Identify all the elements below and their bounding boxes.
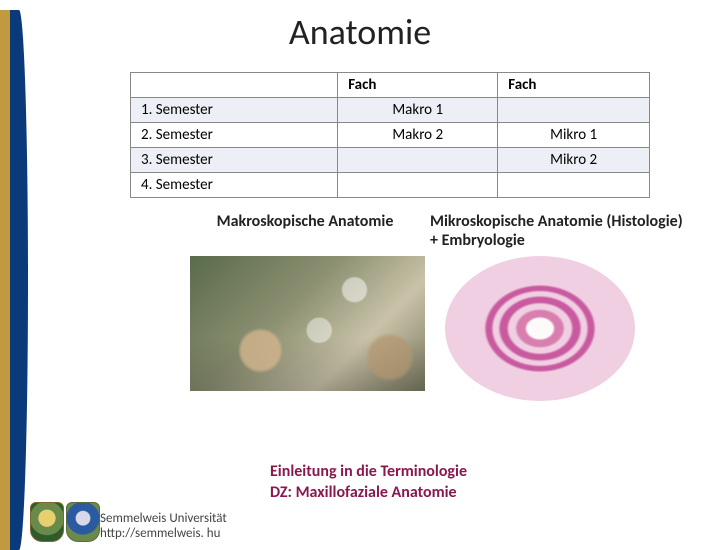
terminologie-block: Einleitung in die Terminologie DZ: Maxil… xyxy=(270,462,467,504)
image-dissection xyxy=(190,256,425,391)
cell-sem-3: 3. Semester xyxy=(131,148,338,173)
footer: Semmelweis Universität http://semmelweis… xyxy=(100,511,227,542)
caption-mikro: Mikroskopische Anatomie (Histologie) + E… xyxy=(430,212,690,250)
terminologie-line2: DZ: Maxillofaziale Anatomie xyxy=(270,483,467,504)
images-row xyxy=(190,256,720,401)
side-stripe xyxy=(0,10,28,550)
crest-icon-2 xyxy=(66,502,100,542)
stripe-blue xyxy=(10,10,28,550)
cell-r2c3: Mikro 1 xyxy=(498,123,650,148)
th-empty xyxy=(131,73,338,98)
cell-sem-1: 1. Semester xyxy=(131,98,338,123)
cell-r4c2 xyxy=(338,173,498,198)
cell-sem-4: 4. Semester xyxy=(131,173,338,198)
cell-r2c2: Makro 2 xyxy=(338,123,498,148)
th-fach-2: Fach xyxy=(498,73,650,98)
cell-r1c2: Makro 1 xyxy=(338,98,498,123)
cell-r1c3 xyxy=(498,98,650,123)
th-fach-1: Fach xyxy=(338,73,498,98)
caption-makro: Makroskopische Anatomie xyxy=(210,212,400,250)
image-captions: Makroskopische Anatomie Mikroskopische A… xyxy=(210,212,700,250)
image-histology xyxy=(445,256,635,401)
terminologie-line1: Einleitung in die Terminologie xyxy=(270,462,467,483)
stripe-gold xyxy=(0,10,10,550)
page-title: Anatomie xyxy=(0,10,720,54)
cell-sem-2: 2. Semester xyxy=(131,123,338,148)
semester-table: Fach Fach 1. Semester Makro 1 2. Semeste… xyxy=(130,72,650,198)
footer-university: Semmelweis Universität xyxy=(100,511,227,527)
cell-r4c3 xyxy=(498,173,650,198)
cell-r3c3: Mikro 2 xyxy=(498,148,650,173)
crest-icon-1 xyxy=(30,502,64,542)
cell-r3c2 xyxy=(338,148,498,173)
